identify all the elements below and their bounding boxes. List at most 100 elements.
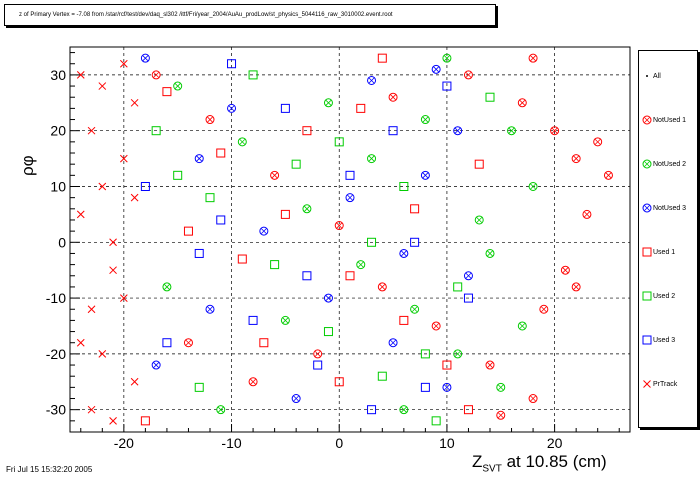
data-point	[183, 226, 193, 236]
marker-circle	[410, 304, 420, 314]
marker-cross-b	[497, 412, 504, 419]
marker-square	[642, 335, 652, 345]
y-tick-label: 20	[50, 123, 66, 139]
data-point	[517, 321, 527, 331]
data-point	[571, 282, 581, 292]
data-point	[205, 304, 215, 314]
marker-square	[642, 247, 652, 257]
marker-square	[453, 282, 463, 292]
legend: All NotUsed 1 NotUsed 2 NotUsed 3 Used 1 Used…	[638, 50, 698, 428]
data-point	[194, 382, 204, 392]
data-point	[420, 170, 430, 180]
marker-x-b	[98, 182, 107, 191]
marker-cross-b	[325, 100, 332, 106]
marker-circle	[302, 204, 312, 214]
marker-cross-b	[357, 261, 364, 268]
marker-cross-b	[142, 55, 149, 61]
marker-circle	[496, 410, 506, 420]
marker-cross-b	[573, 284, 579, 290]
data-point	[291, 159, 301, 169]
marker-x-b	[76, 210, 85, 219]
marker-circle	[453, 126, 463, 136]
marker-circle	[642, 203, 652, 213]
data-point	[323, 327, 333, 337]
x-tick-label: 20	[547, 435, 563, 451]
marker-circle	[205, 304, 215, 314]
data-point	[334, 221, 344, 231]
data-point	[280, 315, 290, 325]
marker-circle	[183, 338, 193, 348]
marker-square	[485, 92, 495, 102]
x-axis-title-main: Z	[472, 452, 483, 471]
marker-cross-b	[422, 172, 429, 179]
data-point	[76, 210, 85, 219]
data-point	[151, 70, 161, 80]
marker-square	[367, 405, 377, 415]
legend-marker-shape	[642, 291, 652, 301]
data-point	[237, 254, 247, 264]
data-point	[194, 248, 204, 258]
marker-cross-b	[368, 155, 375, 162]
legend-label: Used 1	[653, 249, 676, 256]
marker-square	[442, 81, 452, 91]
marker-cross-b	[476, 217, 483, 223]
data-point	[109, 416, 117, 425]
marker-square	[463, 405, 473, 415]
marker-square	[420, 349, 430, 359]
marker-square	[237, 254, 247, 264]
marker-square	[399, 181, 409, 191]
marker-cross-b	[217, 406, 224, 413]
data-point	[377, 371, 387, 381]
marker-circle	[582, 209, 592, 219]
marker-circle	[463, 271, 473, 281]
data-point	[98, 350, 107, 358]
marker-cross-b	[541, 306, 547, 313]
marker-x-b	[119, 294, 128, 302]
data-point	[367, 154, 377, 164]
data-point	[216, 405, 226, 415]
data-point	[453, 349, 463, 359]
x-tick-label: -20	[114, 435, 134, 451]
data-point	[463, 405, 473, 415]
data-point	[313, 349, 323, 359]
marker-circle	[323, 293, 333, 303]
marker-square	[280, 103, 290, 113]
marker-square	[367, 237, 377, 247]
marker-circle	[227, 103, 237, 113]
legend-item: PrTrack	[639, 377, 697, 397]
data-point	[431, 321, 441, 331]
legend-marker	[642, 115, 652, 125]
legend-marker-shape	[642, 247, 652, 257]
data-point	[388, 338, 398, 348]
marker-square	[410, 237, 420, 247]
marker-cross-b	[261, 228, 267, 234]
plot-frame	[69, 46, 631, 433]
marker-square	[162, 87, 172, 97]
marker-circle	[388, 92, 398, 102]
marker-square	[474, 159, 484, 169]
data-point	[388, 126, 398, 136]
header-info-text: z of Primary Vertex = -7.08 from /star/r…	[19, 12, 393, 18]
marker-x-b	[98, 82, 107, 90]
marker-circle	[496, 382, 506, 392]
data-point	[205, 115, 215, 125]
marker-square	[194, 248, 204, 258]
marker-square	[291, 159, 301, 169]
marker-cross-b	[530, 183, 536, 190]
marker-circle	[313, 349, 323, 359]
data-point	[485, 360, 495, 370]
marker-x-b	[119, 154, 128, 163]
data-point	[399, 181, 409, 191]
data-point	[474, 215, 484, 225]
marker-square	[302, 271, 312, 281]
marker-circle	[162, 282, 172, 292]
marker-cross-b	[239, 139, 246, 145]
data-point	[442, 382, 452, 392]
data-point	[593, 137, 603, 147]
data-point	[345, 193, 355, 203]
marker-cross-b	[336, 222, 343, 229]
marker-cross-b	[174, 83, 181, 89]
marker-circle	[642, 159, 652, 169]
marker-square	[302, 126, 312, 136]
marker-square	[162, 338, 172, 348]
